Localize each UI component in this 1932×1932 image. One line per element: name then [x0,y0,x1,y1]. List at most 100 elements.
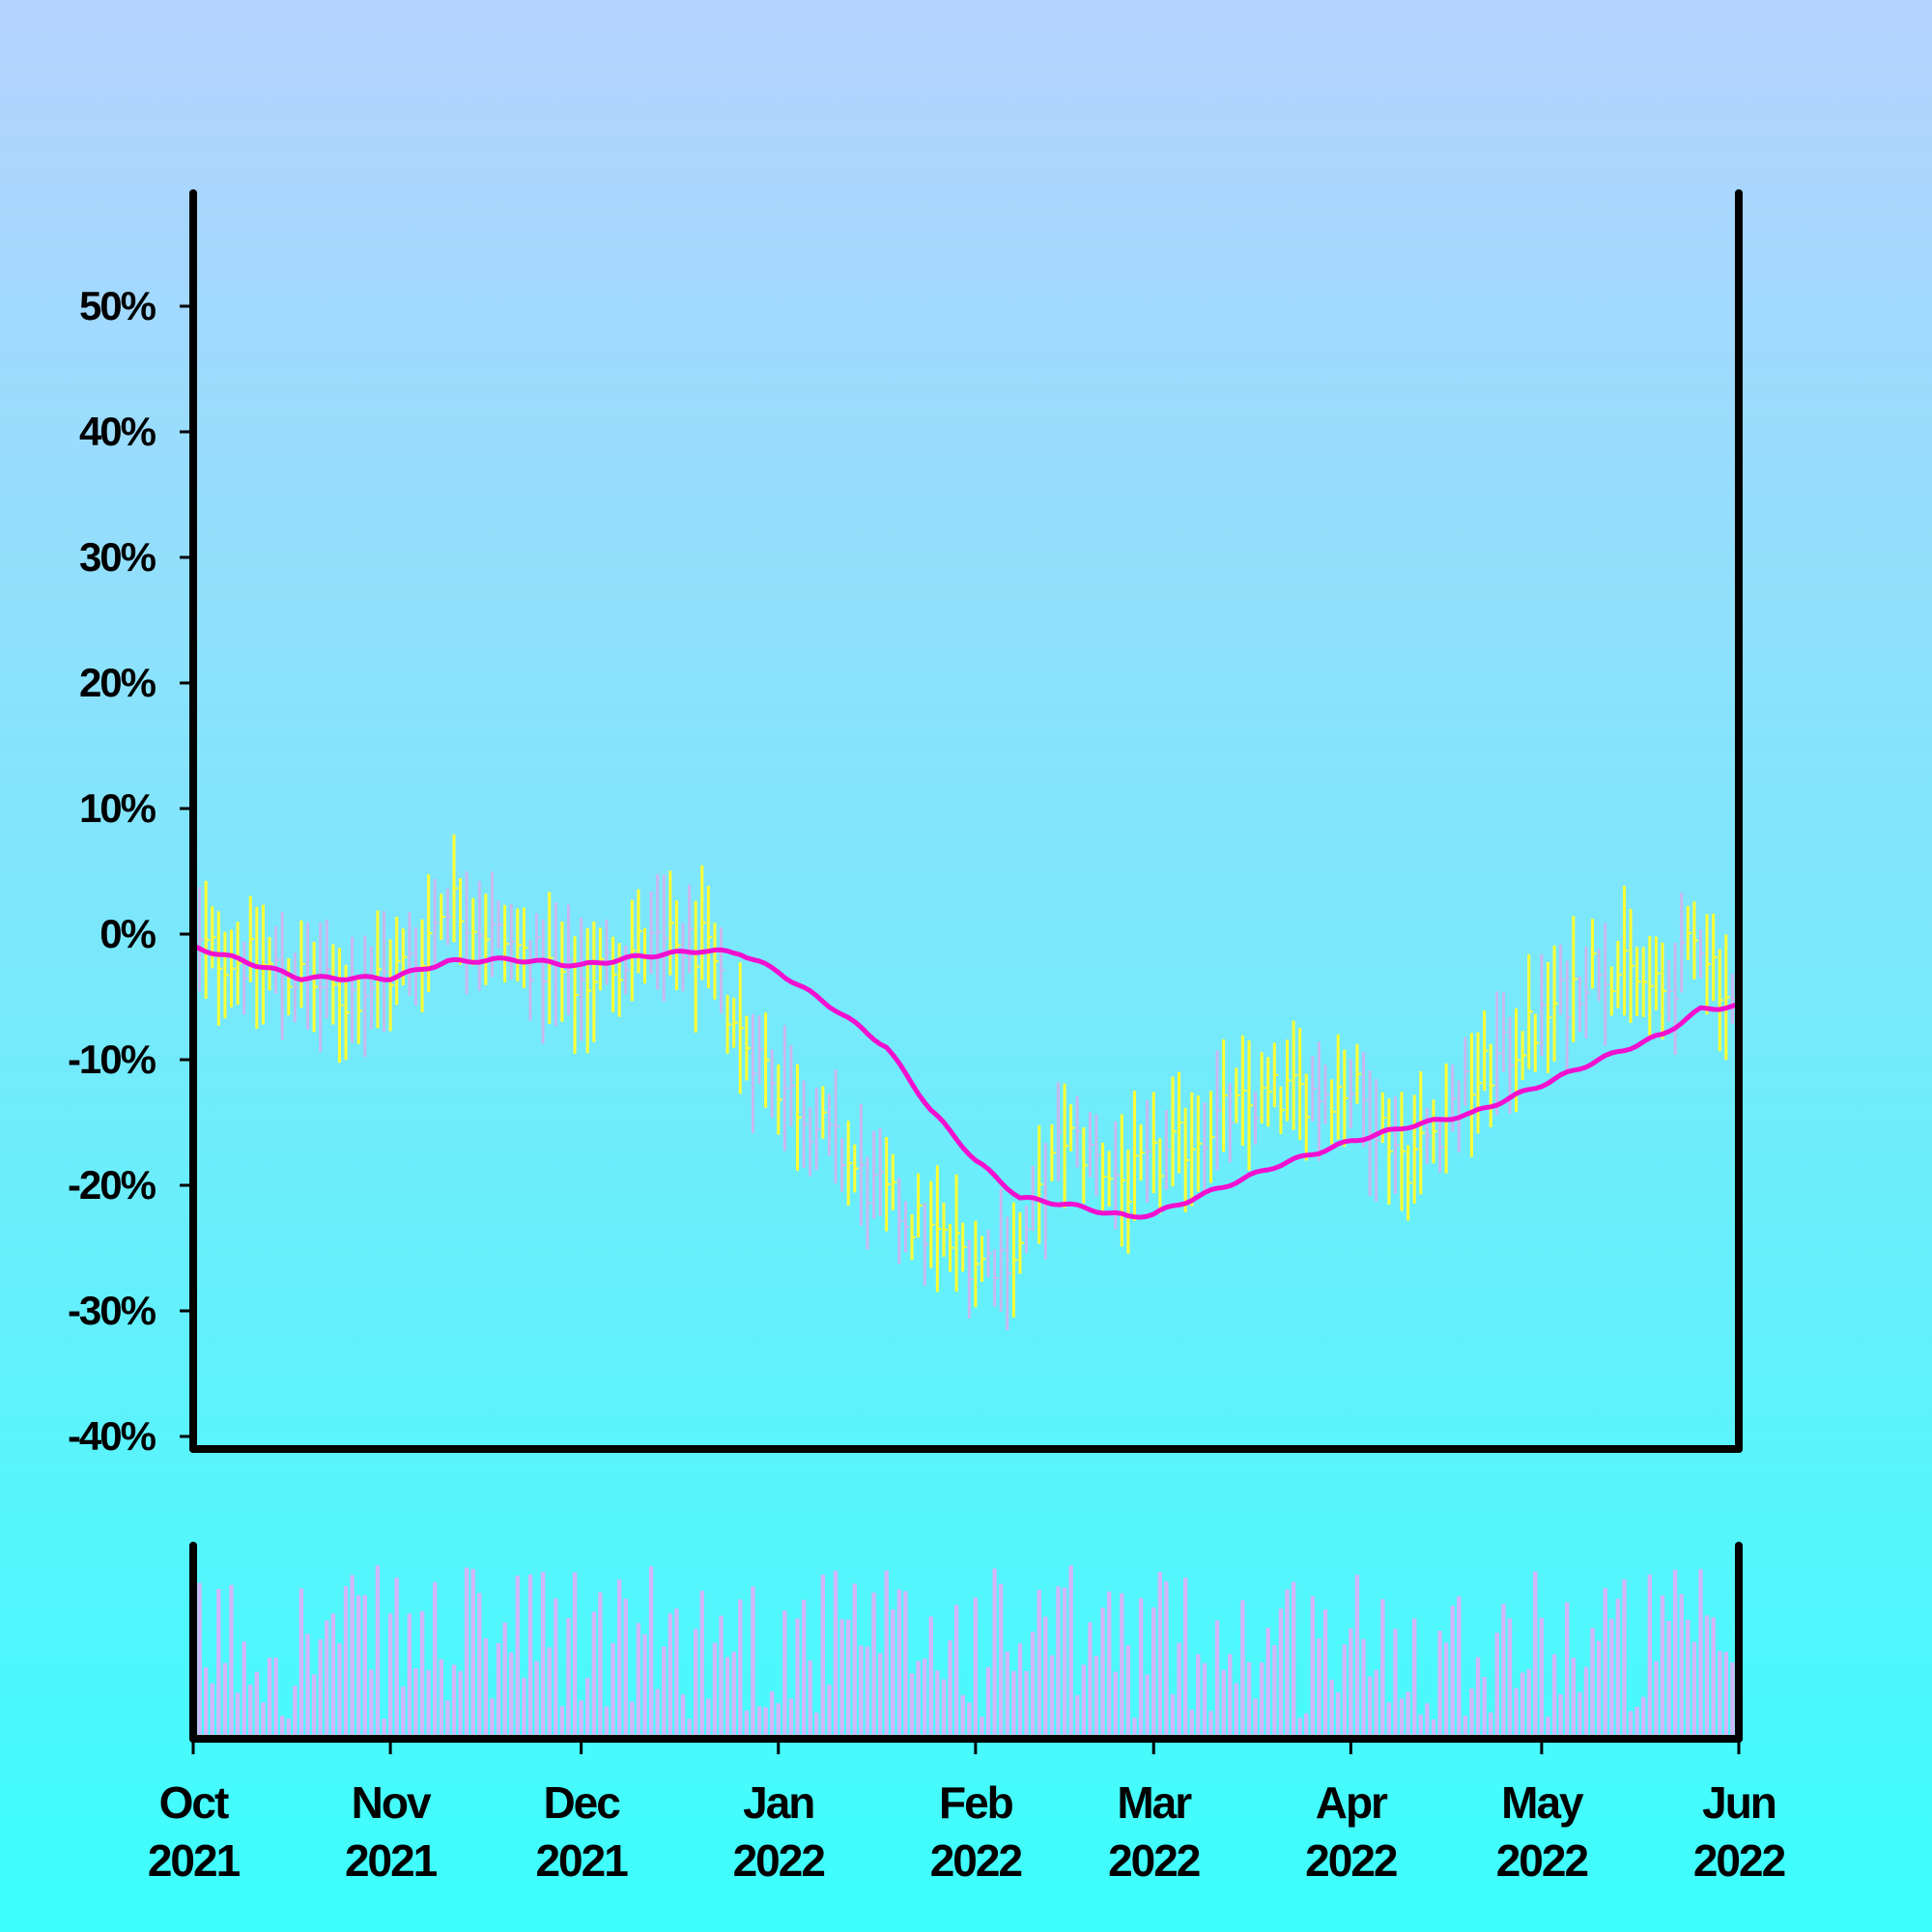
volume-bar [648,1566,654,1739]
volume-bar [1011,1670,1016,1739]
x-tick-month-label: Feb [939,1777,1013,1828]
volume-bar [719,1615,724,1739]
x-tick-year-label: 2022 [1693,1835,1785,1886]
volume-bar [1329,1679,1334,1739]
x-tick-month-label: Jun [1702,1777,1776,1828]
volume-bar [1634,1706,1639,1739]
x-tick-month-label: Jan [743,1777,813,1828]
volume-bar [1507,1618,1513,1739]
volume-bar [1043,1616,1048,1739]
volume-bar [210,1683,214,1739]
volume-bar [1120,1593,1124,1739]
volume-bar [585,1677,590,1739]
volume-bar [426,1669,431,1739]
volume-bar [1214,1620,1220,1739]
volume-bar [1654,1661,1659,1739]
volume-bar [967,1702,972,1739]
volume-bar [1208,1711,1213,1739]
y-tick-label: -10% [68,1037,156,1082]
volume-bar [1489,1712,1493,1739]
volume-bar [1380,1599,1385,1739]
y-tick-label: 40% [79,409,156,454]
volume-bar [483,1637,489,1739]
price-bars-group [191,834,1743,1331]
volume-bar [1164,1581,1169,1739]
volume-bar [355,1595,361,1739]
volume-bar [1533,1571,1538,1739]
volume-bar [1145,1674,1150,1739]
volume-bar [1494,1633,1499,1739]
volume-bar [909,1673,915,1739]
volume-bar [953,1605,959,1739]
volume-bar [534,1661,539,1739]
volume-bar [1437,1631,1442,1739]
volume-bar [1571,1658,1577,1739]
volume-bar [547,1647,552,1739]
volume-bar [1094,1655,1099,1739]
volume-bar [1125,1645,1131,1739]
volume-bar [1730,1662,1735,1739]
volume-bar [1221,1669,1226,1739]
y-axis-ticks: -40% -30% -20% -10% 0% 10% 20% 30% 40% 50% [68,283,193,1459]
volume-bar [668,1613,673,1739]
volume-bar [1577,1691,1582,1739]
volume-bar [1406,1691,1410,1739]
volume-bar [1182,1577,1188,1739]
volume-bar [203,1666,209,1739]
volume-bar [413,1668,418,1739]
volume-bar [891,1609,895,1739]
volume-bar [712,1642,718,1739]
volume-bar [261,1702,266,1739]
volume-bar [470,1569,475,1739]
volume-bar [330,1613,336,1739]
volume-bar [1246,1662,1252,1739]
volume-bar [248,1684,253,1739]
volume-bar [1672,1570,1678,1739]
volume-bar [1240,1600,1245,1739]
volume-bar [1660,1595,1665,1739]
volume-bar [782,1610,787,1739]
volume-bar [751,1586,755,1739]
volume-bar [375,1565,381,1739]
volume-bar [458,1670,463,1739]
volume-bar [1132,1718,1137,1739]
volume-bar [419,1610,425,1739]
y-tick-label: -20% [68,1162,156,1208]
volume-bar [464,1567,469,1739]
volume-bar [636,1623,641,1739]
x-tick-month-label: Dec [543,1777,620,1828]
volume-bar [1647,1574,1653,1739]
y-tick-label: -30% [68,1288,156,1333]
volume-bar [1450,1605,1455,1739]
volume-bar [1698,1569,1703,1739]
volume-bar [859,1645,864,1739]
volume-bar [642,1634,647,1739]
volume-bar [197,1582,202,1739]
volume-bar [1615,1599,1621,1739]
volume-bar [1113,1671,1118,1739]
volume-bar [387,1613,393,1739]
volume-bar [1017,1643,1023,1739]
volume-bar [1265,1627,1270,1739]
volume-bar [948,1640,952,1739]
volume-bar [833,1571,838,1739]
volume-bar [935,1670,940,1739]
volume-bar [928,1616,933,1739]
volume-bar [1151,1607,1156,1739]
volume-bar [579,1700,583,1739]
volume-bar [674,1608,679,1739]
volume-bar [273,1657,278,1739]
volume-bar [1075,1694,1080,1739]
volume-bar [1590,1628,1595,1739]
volume-bar [623,1599,628,1739]
x-tick-year-label: 2022 [1496,1835,1588,1886]
volume-bar [1062,1587,1067,1739]
volume-bar [305,1634,310,1739]
volume-bar [572,1572,578,1739]
volume-bar [731,1651,736,1739]
volume-bar [999,1583,1004,1739]
volume-bar [1514,1688,1519,1739]
volume-bar [554,1598,558,1739]
y-tick-label: 50% [79,283,156,328]
volume-bar [451,1664,457,1739]
